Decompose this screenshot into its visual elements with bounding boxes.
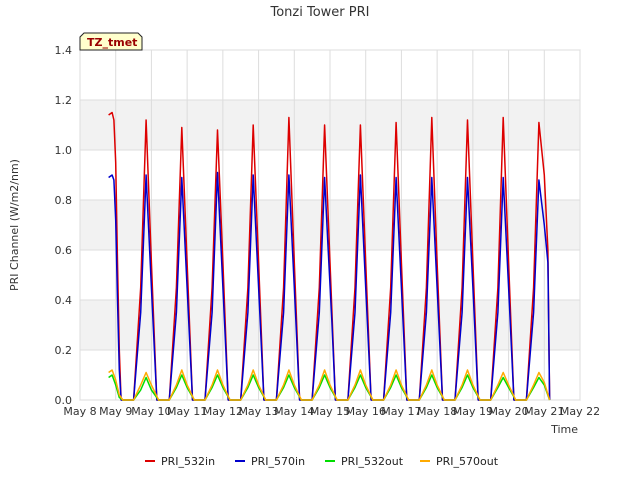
chart-title: Tonzi Tower PRI [270,5,370,20]
x-tick-label: May 21 [524,405,564,418]
site-badge: TZ_tmet [79,32,143,51]
series-line-pri_570out [108,369,551,401]
legend-label: PRI_532out [341,455,404,468]
x-axis-label: Time [550,423,578,436]
x-tick-label: May 17 [381,405,421,418]
legend-label: PRI_532in [161,455,215,468]
y-tick-label: 1.4 [55,44,73,57]
x-tick-label: May 8 [63,405,96,418]
y-tick-label: 1.0 [55,144,73,157]
grid-lines [79,49,581,401]
x-tick-label: May 9 [99,405,132,418]
legend: PRI_532in PRI_570in PRI_532out PRI_570out [145,455,499,468]
y-axis-ticks: 0.0 0.2 0.4 0.6 0.8 1.0 1.2 1.4 [55,44,73,407]
site-badge-label: TZ_tmet [87,36,137,49]
x-tick-label: May 15 [310,405,350,418]
x-tick-label: May 16 [346,405,386,418]
y-tick-label: 0.6 [55,244,73,257]
x-tick-label: May 22 [560,405,600,418]
series-layer [108,111,551,401]
x-tick-label: May 14 [274,405,314,418]
x-tick-label: May 20 [488,405,528,418]
legend-label: PRI_570in [251,455,305,468]
x-tick-label: May 12 [203,405,243,418]
y-tick-label: 0.0 [55,394,73,407]
y-tick-label: 0.4 [55,294,73,307]
site-badge-box [79,32,143,51]
x-tick-label: May 19 [453,405,493,418]
y-tick-label: 0.2 [55,344,73,357]
legend-label: PRI_570out [436,455,499,468]
x-tick-label: May 18 [417,405,457,418]
y-axis-label: PRI Channel (W/m2/nm) [8,159,21,291]
x-tick-label: May 11 [167,405,207,418]
y-tick-label: 1.2 [55,94,73,107]
y-tick-label: 0.8 [55,194,73,207]
x-tick-label: May 13 [238,405,278,418]
x-tick-label: May 10 [131,405,171,418]
